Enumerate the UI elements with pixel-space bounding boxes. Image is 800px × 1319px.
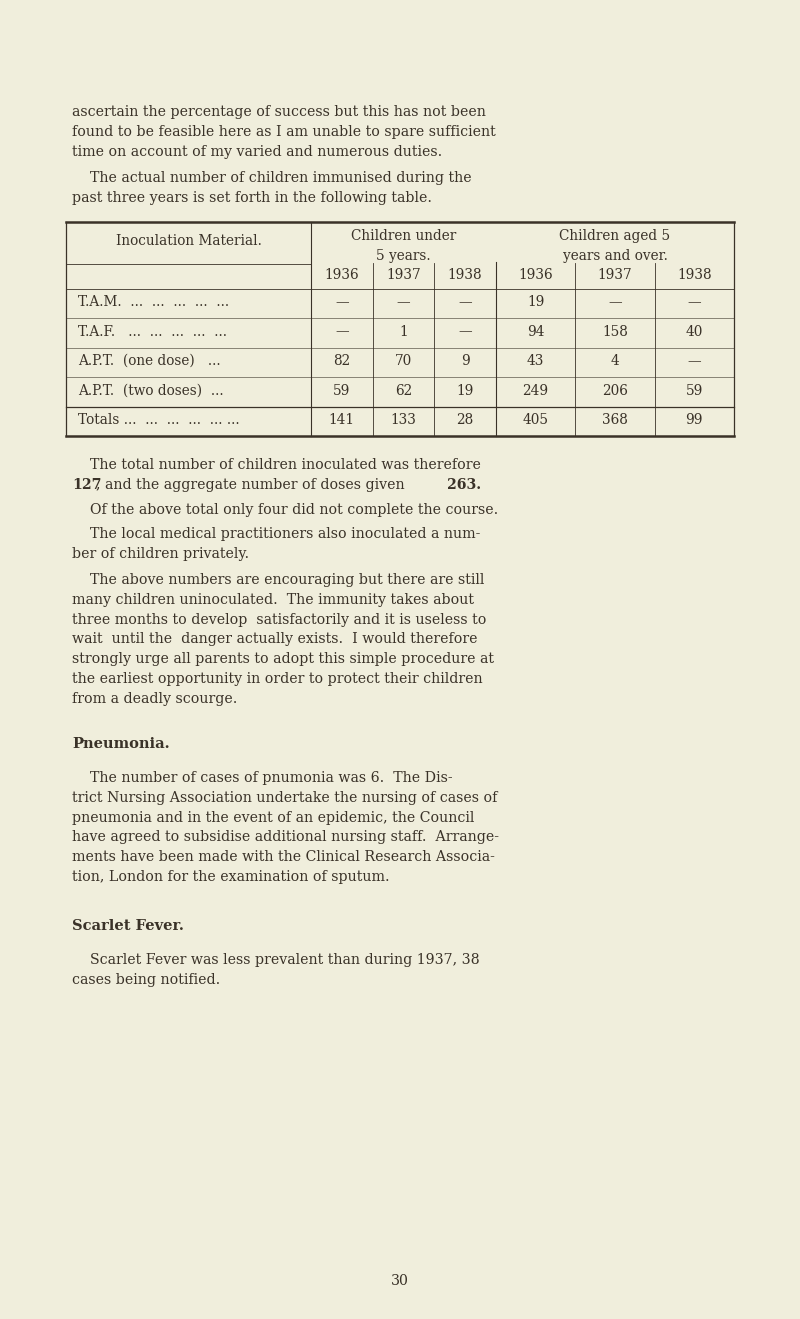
Text: 249: 249 [522, 384, 549, 397]
Text: ments have been made with the Clinical Research Associa-: ments have been made with the Clinical R… [72, 851, 495, 864]
Text: from a deadly scourge.: from a deadly scourge. [72, 691, 238, 706]
Text: Scarlet Fever.: Scarlet Fever. [72, 919, 184, 934]
Text: 19: 19 [457, 384, 474, 397]
Text: A.P.T.  (two doses)  ...: A.P.T. (two doses) ... [78, 384, 224, 397]
Text: many children uninoculated.  The immunity takes about: many children uninoculated. The immunity… [72, 592, 474, 607]
Text: The total number of children inoculated was therefore: The total number of children inoculated … [72, 458, 481, 472]
Text: 1936: 1936 [518, 268, 553, 282]
Text: 368: 368 [602, 413, 628, 427]
Text: A.P.T.  (one dose)   ...: A.P.T. (one dose) ... [78, 353, 221, 368]
Text: 82: 82 [334, 353, 350, 368]
Text: 1937: 1937 [598, 268, 632, 282]
Text: Scarlet Fever was less prevalent than during 1937, 38: Scarlet Fever was less prevalent than du… [72, 954, 480, 967]
Text: 40: 40 [686, 324, 703, 339]
Text: 9: 9 [461, 353, 470, 368]
Text: 1937: 1937 [386, 268, 421, 282]
Text: ber of children privately.: ber of children privately. [72, 547, 249, 561]
Text: , and the aggregate number of doses given: , and the aggregate number of doses give… [95, 477, 409, 492]
Text: 43: 43 [527, 353, 544, 368]
Text: 263.: 263. [447, 477, 482, 492]
Text: Of the above total only four did not complete the course.: Of the above total only four did not com… [72, 503, 498, 517]
Text: —: — [397, 295, 410, 309]
Text: tion, London for the examination of sputum.: tion, London for the examination of sput… [72, 871, 390, 884]
Text: Children aged 5: Children aged 5 [559, 228, 670, 243]
Text: 1936: 1936 [325, 268, 359, 282]
Text: cases being notified.: cases being notified. [72, 973, 220, 987]
Text: The number of cases of pnumonia was 6.  The Dis-: The number of cases of pnumonia was 6. T… [72, 770, 453, 785]
Text: Totals ...  ...  ...  ...  ... ...: Totals ... ... ... ... ... ... [78, 413, 240, 427]
Text: 1: 1 [399, 324, 408, 339]
Text: wait  until the  danger actually exists.  I would therefore: wait until the danger actually exists. I… [72, 632, 478, 646]
Text: 5 years.: 5 years. [376, 249, 431, 262]
Text: time on account of my varied and numerous duties.: time on account of my varied and numerou… [72, 145, 442, 158]
Text: 30: 30 [391, 1274, 409, 1287]
Text: found to be feasible here as I am unable to spare sufficient: found to be feasible here as I am unable… [72, 125, 496, 138]
Text: strongly urge all parents to adopt this simple procedure at: strongly urge all parents to adopt this … [72, 652, 494, 666]
Text: 19: 19 [527, 295, 544, 309]
Text: The above numbers are encouraging but there are still: The above numbers are encouraging but th… [72, 572, 484, 587]
Text: three months to develop  satisfactorily and it is useless to: three months to develop satisfactorily a… [72, 612, 486, 627]
Text: The actual number of children immunised during the: The actual number of children immunised … [72, 171, 472, 186]
Text: —: — [608, 295, 622, 309]
Text: The local medical practitioners also inoculated a num-: The local medical practitioners also ino… [72, 528, 480, 541]
Text: —: — [687, 353, 701, 368]
Text: ascertain the percentage of success but this has not been: ascertain the percentage of success but … [72, 106, 486, 119]
Text: 4: 4 [610, 353, 619, 368]
Text: Pneumonia.: Pneumonia. [72, 737, 170, 752]
Text: 99: 99 [686, 413, 703, 427]
Text: 405: 405 [522, 413, 549, 427]
Text: 70: 70 [395, 353, 412, 368]
Text: 127: 127 [72, 477, 102, 492]
Text: 141: 141 [329, 413, 355, 427]
Text: —: — [335, 295, 349, 309]
Text: Inoculation Material.: Inoculation Material. [115, 233, 262, 248]
Text: 158: 158 [602, 324, 628, 339]
Text: —: — [458, 295, 472, 309]
Text: pneumonia and in the event of an epidemic, the Council: pneumonia and in the event of an epidemi… [72, 811, 474, 824]
Text: have agreed to subsidise additional nursing staff.  Arrange-: have agreed to subsidise additional nurs… [72, 831, 499, 844]
Text: past three years is set forth in the following table.: past three years is set forth in the fol… [72, 191, 432, 206]
Text: T.A.F.   ...  ...  ...  ...  ...: T.A.F. ... ... ... ... ... [78, 324, 227, 339]
Text: 1938: 1938 [677, 268, 712, 282]
Text: years and over.: years and over. [562, 249, 667, 262]
Text: —: — [687, 295, 701, 309]
Text: 28: 28 [457, 413, 474, 427]
Text: 1938: 1938 [448, 268, 482, 282]
Text: trict Nursing Association undertake the nursing of cases of: trict Nursing Association undertake the … [72, 790, 498, 805]
Text: —: — [335, 324, 349, 339]
Text: Children under: Children under [351, 228, 456, 243]
Text: 59: 59 [686, 384, 703, 397]
Text: 206: 206 [602, 384, 628, 397]
Text: 133: 133 [390, 413, 417, 427]
Text: the earliest opportunity in order to protect their children: the earliest opportunity in order to pro… [72, 671, 482, 686]
Text: 59: 59 [333, 384, 350, 397]
Text: 62: 62 [395, 384, 412, 397]
Text: T.A.M.  ...  ...  ...  ...  ...: T.A.M. ... ... ... ... ... [78, 295, 229, 309]
Text: 94: 94 [527, 324, 545, 339]
Text: —: — [458, 324, 472, 339]
